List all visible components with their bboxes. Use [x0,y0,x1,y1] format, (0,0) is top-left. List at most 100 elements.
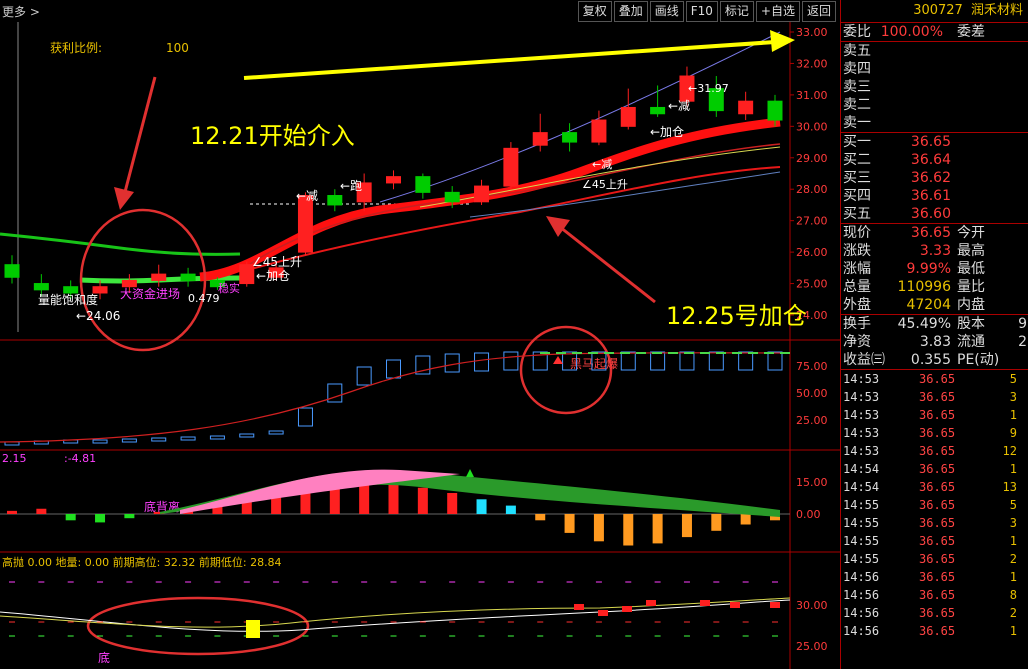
tick-volume: 5 [1009,372,1017,386]
ind-box [708,351,724,371]
ind-box [386,359,401,379]
bottom-mark: 底 [98,650,110,665]
ind-box [415,355,431,375]
trend-label: ∠45上升 [582,178,628,191]
weibi-row: 委比 100.00% 委差 [841,22,1028,41]
chart-toolbar: 更多 > 复权 叠加 画线 F10 标记 +自选 返回 [0,0,840,22]
action-label: ←加仓 [650,125,684,139]
stat-label: 换手 [843,316,871,332]
bot-axis-label: 25.00 [796,640,828,653]
macd-bar [95,514,106,523]
trend-label: ∠45上升 [252,255,302,269]
price-axis-label: 32.00 [796,57,828,70]
tick-row: 14:56 36.65 2 [841,604,1028,622]
tick-price: 36.65 [919,588,956,602]
stats-block: 现价 36.65 今开 涨跌 3.33 最高 涨幅 9.99% 最低 总量 110996 量比 外盘 47… [841,223,1028,314]
sell-level: 卖二 [841,96,1028,114]
macd-bar [593,514,604,542]
macd-bar [447,493,458,514]
sell-level: 卖四 [841,60,1028,78]
ind-red-line [0,352,791,443]
toolbar-button[interactable]: +自选 [755,1,800,22]
tick-row: 14:56 36.65 8 [841,586,1028,604]
tick-time: 14:53 [843,390,880,404]
ind-box [591,351,607,371]
buy-level: 买一 36.65 [841,133,1028,151]
tick-row: 14:53 36.65 1 [841,406,1028,424]
sell-book: 卖五 卖四 卖三 卖二 卖一 [841,41,1028,132]
stat-label-2: 股本 [957,316,985,332]
arrowhead-icon [114,187,134,210]
stock-code: 300727 [913,3,963,18]
annotation-note: 12.21开始介入 [190,122,355,150]
candle-body [650,106,666,115]
candle-body [386,176,401,184]
tick-list[interactable]: 14:53 36.65 5 14:53 36.65 3 14:53 36.65 1 14:53 36… [841,369,1028,640]
macd-bar [124,514,135,519]
tick-volume: 1 [1009,534,1017,548]
kline-chart[interactable]: 33.00 32.00 31.00 30.00 29.00 28.00 27.00 26.00… [0,22,840,669]
action-label: ←减 [668,99,690,113]
sell-level: 卖五 [841,42,1028,60]
tick-row: 14:55 36.65 1 [841,532,1028,550]
tick-time: 14:53 [843,426,880,440]
quote-panel: 300727 润禾材料 委比 100.00% 委差 卖五 卖四 卖三 卖二 卖一 买一 3… [840,0,1028,669]
action-label: ←减 [592,158,612,171]
tick-time: 14:55 [843,516,880,530]
ma-green-line [0,232,241,256]
toolbar-button[interactable]: 标记 [719,1,754,22]
stat-row: 收益㈢ 0.355 PE(动) [841,351,1028,369]
tick-time: 14:53 [843,444,880,458]
tick-price: 36.65 [919,516,956,530]
highlight-ellipse [86,596,310,656]
toolbar-button[interactable]: 返回 [801,1,836,22]
stat-label: 净资 [843,334,871,350]
tick-volume: 8 [1009,588,1017,602]
stat-value: 110996 [897,279,951,295]
stat-value-2: 2 [1018,334,1027,350]
stat-row: 涨幅 9.99% 最低 [841,260,1028,278]
macd-bar [36,508,47,514]
vol-sat-label: 量能饱和度 [38,292,98,307]
price-axis-label: 25.00 [796,278,828,291]
buy-price: 36.61 [910,188,951,204]
tick-time: 14:56 [843,606,880,620]
candle-body [767,100,783,121]
macd-bar [271,490,282,514]
stat-value-2: 9 [1018,316,1027,332]
stat-value: 3.33 [919,243,951,259]
stat-label: 涨跌 [843,243,871,259]
stat-value: 9.99% [906,261,951,277]
bot-red-block [646,600,656,606]
tick-volume: 12 [1002,444,1017,458]
tick-volume: 5 [1009,498,1017,512]
ind-box [503,351,519,371]
tick-row: 14:53 36.65 12 [841,442,1028,460]
arrowhead-icon [546,216,570,237]
macd-axis-label: 0.00 [796,508,821,521]
tick-row: 14:55 36.65 3 [841,514,1028,532]
toolbar-button[interactable]: 画线 [649,1,684,22]
toolbar-button[interactable]: 叠加 [613,1,648,22]
toolbar-button[interactable]: F10 [685,1,718,22]
value-label: 0.479 [188,292,220,305]
ind-box [151,437,167,442]
more-menu[interactable]: 更多 > [2,5,40,19]
macd-bar [388,482,399,514]
buy-level: 买四 36.61 [841,187,1028,205]
candle-body [327,195,343,206]
up-arrow-icon [553,356,563,364]
toolbar-button[interactable]: 复权 [577,1,612,22]
tick-volume: 9 [1009,426,1017,440]
stat-label-2: 内盘 [957,297,985,313]
candle-body [151,273,167,281]
action-label: ←加仓 [256,269,290,283]
annotation-arrow-red [123,76,157,193]
candle-body [268,267,284,278]
annotation-arrow-yellow [243,40,776,80]
high-price-mark: ←31.97 [688,82,729,95]
macd-bar [535,514,546,521]
action-label: ←跑 [340,179,362,193]
ind-box [121,438,137,443]
ind-box [297,407,313,427]
